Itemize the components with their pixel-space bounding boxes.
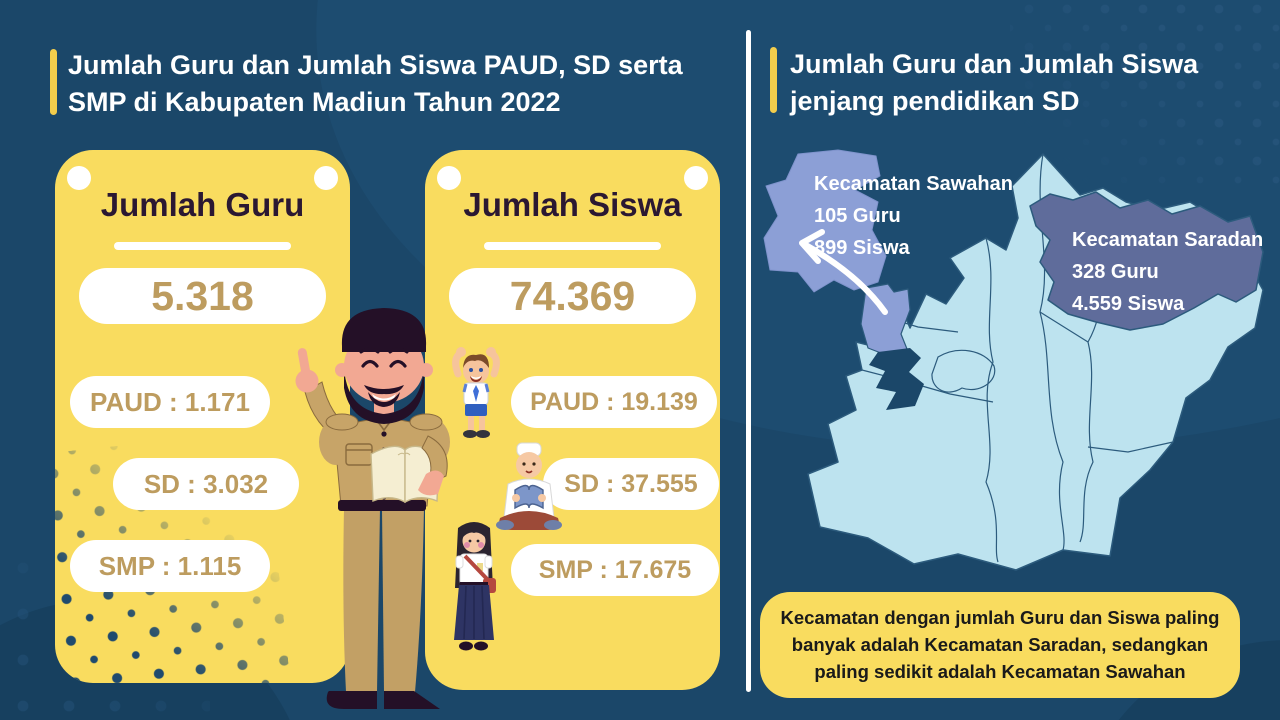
saradan-name: Kecamatan Saradan — [1072, 229, 1264, 251]
section-divider — [746, 30, 751, 692]
sawahan-label: Kecamatan Sawahan 105 Guru 899 Siswa — [814, 168, 1013, 264]
siswa-sd-value: SD : 37.555 — [543, 458, 719, 510]
card-hole — [684, 166, 708, 190]
shoe — [384, 691, 441, 709]
shoe — [326, 691, 377, 709]
map-region-saradan — [1029, 191, 1264, 331]
schoolgirl-illustration — [454, 522, 496, 651]
saradan-guru: 328 Guru — [1072, 261, 1159, 283]
card-hole — [314, 166, 338, 190]
closed-eye — [361, 359, 379, 368]
card-underline — [114, 242, 291, 250]
siswa-smp-value: SMP : 17.675 — [511, 544, 719, 596]
title-accent-bar — [50, 49, 57, 115]
card-hole — [437, 166, 461, 190]
sawahan-guru: 105 Guru — [814, 205, 901, 227]
guru-sd-value: SD : 3.032 — [113, 458, 299, 510]
sawahan-siswa: 899 Siswa — [814, 237, 910, 259]
map-arrow-icon — [799, 229, 888, 315]
left-panel-title: Jumlah Guru dan Jumlah Siswa PAUD, SD se… — [68, 50, 683, 117]
conclusion-note: Kecamatan dengan jumlah Guru dan Siswa p… — [760, 592, 1240, 699]
mustache — [364, 385, 404, 395]
siswa-total-value: 74.369 — [449, 268, 696, 324]
belt — [338, 500, 426, 511]
saradan-siswa: 4.559 Siswa — [1072, 293, 1185, 315]
reading-boy-illustration — [496, 442, 562, 530]
closed-eye — [389, 359, 407, 368]
siswa-paud-value: PAUD : 19.139 — [511, 376, 717, 428]
guru-smp-value: SMP : 1.115 — [70, 540, 270, 592]
siswa-card-title: Jumlah Siswa — [463, 186, 682, 223]
map-region-sawahan-inset — [763, 149, 887, 293]
peci-cap — [341, 308, 427, 352]
guru-paud-value: PAUD : 1.171 — [70, 376, 270, 428]
guru-card-title: Jumlah Guru — [100, 186, 305, 223]
right-panel-title: Jumlah Guru dan Jumlah Siswa jenjang pen… — [790, 49, 1199, 116]
title-accent-bar — [770, 47, 777, 113]
guru-total-value: 5.318 — [79, 268, 326, 324]
dot-pattern — [1010, 0, 1280, 190]
card-underline — [484, 242, 661, 250]
guru-card: Jumlah Guru 5.318 PAUD : 1.171 SD : 3.03… — [55, 150, 350, 683]
map-enclave — [869, 348, 924, 410]
book — [370, 445, 406, 504]
tie — [473, 385, 479, 402]
teacher-illustration — [295, 308, 450, 709]
card-hole — [67, 166, 91, 190]
open-book — [514, 484, 544, 510]
sawahan-name: Kecamatan Sawahan — [814, 173, 1013, 195]
madiun-district-map — [763, 149, 1264, 571]
saradan-label: Kecamatan Saradan 328 Guru 4.559 Siswa — [1072, 224, 1263, 320]
cheering-boy-illustration — [452, 347, 500, 438]
beard — [344, 366, 424, 424]
bag-strap — [463, 554, 490, 582]
